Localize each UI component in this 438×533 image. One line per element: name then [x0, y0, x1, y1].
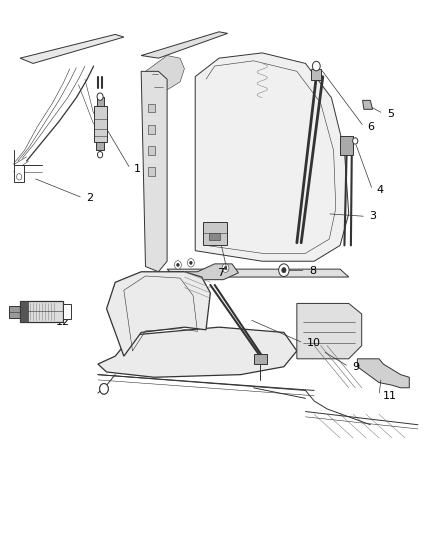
- Bar: [311, 69, 321, 80]
- Bar: [20, 301, 28, 322]
- Circle shape: [224, 266, 227, 270]
- Polygon shape: [297, 303, 362, 359]
- Circle shape: [312, 61, 320, 71]
- Text: 2: 2: [86, 193, 93, 203]
- Polygon shape: [98, 327, 297, 377]
- Circle shape: [282, 268, 286, 273]
- Polygon shape: [363, 100, 372, 109]
- Polygon shape: [195, 53, 349, 261]
- Circle shape: [190, 261, 192, 264]
- Bar: [96, 142, 104, 150]
- Bar: [97, 96, 103, 106]
- Bar: [148, 104, 155, 112]
- Text: 10: 10: [307, 338, 321, 348]
- Polygon shape: [106, 272, 210, 356]
- Text: 9: 9: [352, 362, 359, 372]
- Bar: [148, 167, 155, 176]
- Circle shape: [174, 261, 181, 269]
- Polygon shape: [20, 35, 124, 63]
- Circle shape: [353, 138, 358, 144]
- Circle shape: [98, 151, 102, 158]
- Text: 8: 8: [309, 266, 316, 276]
- Bar: [64, 304, 71, 319]
- Text: 5: 5: [387, 109, 394, 118]
- Circle shape: [279, 264, 289, 277]
- Bar: [202, 222, 227, 245]
- Text: 3: 3: [370, 212, 377, 221]
- Text: 7: 7: [217, 268, 224, 278]
- Bar: [20, 301, 64, 322]
- Circle shape: [187, 259, 194, 267]
- Polygon shape: [141, 32, 228, 58]
- Bar: [9, 306, 21, 318]
- Text: 4: 4: [376, 185, 383, 195]
- Bar: [254, 353, 267, 364]
- Bar: [148, 146, 155, 155]
- Polygon shape: [141, 71, 167, 272]
- Text: 1: 1: [134, 164, 141, 174]
- Polygon shape: [167, 269, 349, 277]
- Circle shape: [100, 384, 108, 394]
- Circle shape: [177, 263, 179, 266]
- Circle shape: [97, 93, 103, 100]
- Bar: [148, 125, 155, 134]
- Text: 12: 12: [56, 317, 70, 327]
- Circle shape: [222, 264, 229, 272]
- Bar: [340, 136, 353, 155]
- Bar: [94, 106, 106, 142]
- Polygon shape: [145, 55, 184, 92]
- Bar: [14, 165, 24, 182]
- Text: 6: 6: [367, 122, 374, 132]
- Circle shape: [100, 384, 108, 394]
- Bar: [209, 233, 220, 240]
- Polygon shape: [167, 264, 238, 280]
- Polygon shape: [357, 359, 409, 388]
- Text: 11: 11: [382, 391, 396, 401]
